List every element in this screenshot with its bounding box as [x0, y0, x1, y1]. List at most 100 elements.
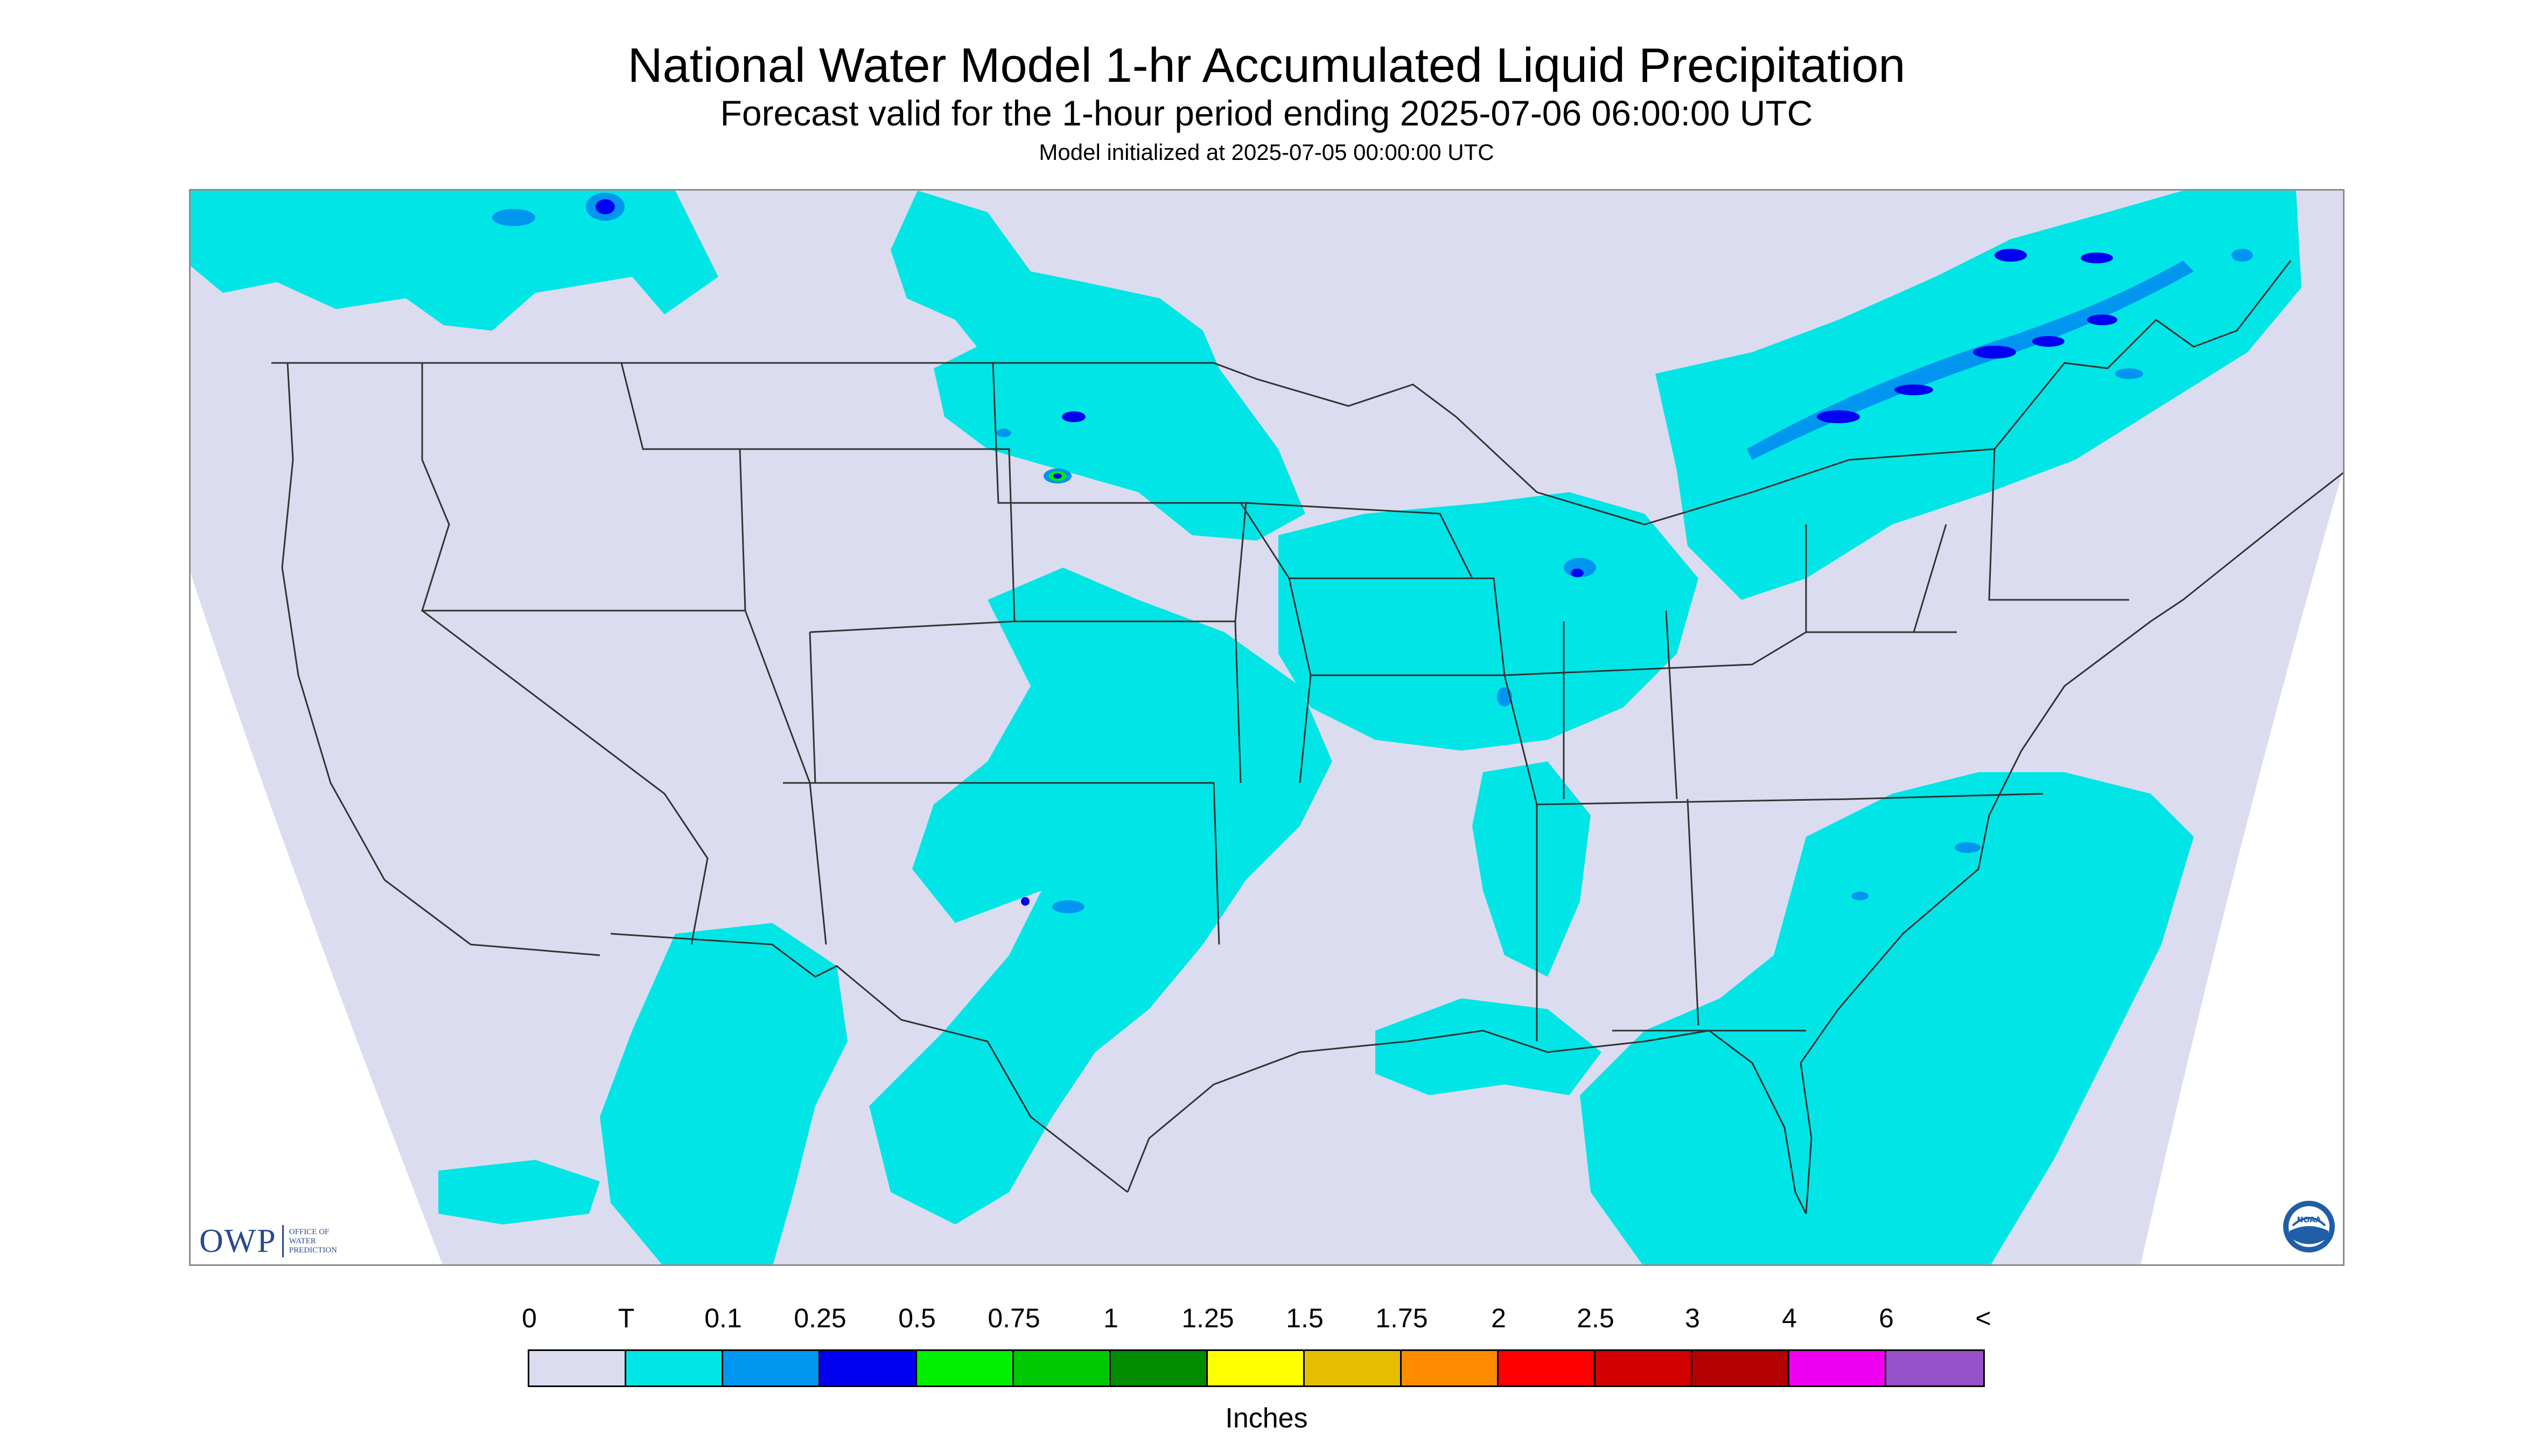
legend-swatch [1402, 1351, 1499, 1385]
outside-domain-east [2140, 471, 2343, 1264]
legend-swatch [917, 1351, 1014, 1385]
cell-blue [2081, 253, 2113, 263]
precip-southeast-atlantic [1580, 772, 2194, 1264]
precip-west-mexico-sea [438, 1160, 600, 1224]
legend-label: 0.75 [988, 1303, 1040, 1333]
pacific-coastline [281, 362, 600, 956]
precip-northern-plains [891, 191, 1305, 541]
legend-swatch [1014, 1351, 1111, 1385]
state-line [1289, 577, 1506, 676]
cell-light-blue [996, 429, 1011, 437]
state-line [422, 610, 709, 945]
cell-light-blue [492, 209, 535, 226]
political-borders [271, 260, 2343, 1214]
precipitation-map [189, 189, 2345, 1266]
band-light-blue [1747, 261, 2194, 460]
precip-midwest [1278, 492, 1698, 751]
legend-label: 2 [1491, 1303, 1506, 1333]
legend-swatch [1305, 1351, 1402, 1385]
legend-swatch [1886, 1351, 1983, 1385]
legend-swatch [1111, 1351, 1208, 1385]
owp-logo-line: PREDICTION [289, 1245, 337, 1255]
cell-blue [1973, 346, 2016, 359]
legend-label: 0.1 [704, 1303, 742, 1333]
precip-mississippi-valley [1472, 761, 1591, 977]
cell-blue [1062, 411, 1086, 422]
state-line [809, 632, 816, 783]
map-title: National Water Model 1-hr Accumulated Li… [627, 39, 1906, 93]
state-line [620, 362, 827, 945]
cell-light-blue [2231, 249, 2253, 262]
map-subtitle: Forecast valid for the 1-hour period end… [720, 93, 1813, 133]
cell-light-blue [1955, 842, 1981, 853]
legend-swatch [1789, 1351, 1886, 1385]
state-line [1311, 674, 1538, 1041]
cell-blue [596, 199, 615, 214]
state-line [783, 782, 1220, 945]
cell-blue [1894, 384, 1933, 395]
legend-swatch [626, 1351, 723, 1385]
model-init-time: Model initialized at 2025-07-05 00:00:00… [1039, 139, 1494, 165]
legend-swatch [723, 1351, 820, 1385]
legend-swatch [820, 1351, 917, 1385]
legend-label: 1.75 [1375, 1303, 1428, 1333]
legend-label: 1 [1103, 1303, 1118, 1333]
gulf-coastline [1126, 1030, 1807, 1214]
owp-logo-line: OFFICE OF [289, 1227, 330, 1236]
cell-blue [1817, 410, 1860, 423]
owp-logo: OWP OFFICE OF WATER PREDICTION [199, 1222, 337, 1260]
legend-labels: 0 T 0.1 0.25 0.5 0.75 1 1.25 1.5 1.75 2 2.5 3 4 6 < [0, 1302, 2533, 1334]
legend-label: 0.25 [794, 1303, 846, 1333]
cell-light-blue [2115, 368, 2143, 379]
legend-label: 2.5 [1577, 1303, 1614, 1333]
legend-label: < [1975, 1303, 1991, 1333]
legend-label: 0.5 [898, 1303, 936, 1333]
map-canvas [191, 191, 2343, 1264]
legend-label: T [618, 1303, 635, 1333]
cell-light-blue [1052, 900, 1084, 913]
precip-trace-areas [191, 191, 2301, 1264]
legend-units: Inches [1225, 1403, 1308, 1434]
legend-color-bar [528, 1349, 1985, 1387]
state-line [1536, 793, 2044, 806]
noaa-logo-text: NOAA [2297, 1216, 2321, 1224]
atlantic-coastline [1800, 472, 2343, 1214]
owp-logo-divider [282, 1225, 284, 1257]
state-line [1988, 449, 2129, 601]
us-canada-border [271, 260, 2292, 526]
precip-northwest [191, 191, 718, 331]
state-line [421, 363, 745, 612]
state-line [1245, 502, 1473, 579]
outside-domain-west [191, 573, 443, 1264]
precip-central-plains [869, 568, 1332, 1224]
us-mexico-border [610, 933, 1128, 1193]
cell-blue [2087, 314, 2117, 325]
legend-swatch [1499, 1351, 1596, 1385]
state-line [1805, 524, 1947, 633]
legend-swatch [1596, 1351, 1692, 1385]
precip-gulf-coast [1375, 998, 1601, 1095]
legend-label: 1.25 [1181, 1303, 1234, 1333]
owp-logo-subtext: OFFICE OF WATER PREDICTION [289, 1228, 337, 1255]
legend-label: 0 [522, 1303, 537, 1333]
cell-blue [1021, 897, 1030, 906]
cell-blue [1995, 249, 2027, 262]
cell-light-blue [1851, 892, 1869, 900]
state-line [740, 448, 1016, 633]
legend-label: 1.5 [1286, 1303, 1324, 1333]
state-line [992, 362, 1247, 622]
cell-blue [1571, 569, 1584, 577]
state-line [1563, 610, 1699, 1026]
owp-logo-line: WATER [289, 1236, 316, 1245]
legend-label: 4 [1782, 1303, 1797, 1333]
legend-swatch [1692, 1351, 1789, 1385]
legend-swatch [529, 1351, 626, 1385]
cell-blue [2032, 336, 2065, 347]
legend-label: 6 [1879, 1303, 1894, 1333]
precip-texas-mexico [600, 923, 848, 1264]
owp-logo-text: OWP [199, 1222, 277, 1259]
legend-swatch [1208, 1351, 1305, 1385]
legend-label: 3 [1685, 1303, 1700, 1333]
cell-blue [1053, 473, 1062, 479]
state-line [1240, 502, 1312, 783]
